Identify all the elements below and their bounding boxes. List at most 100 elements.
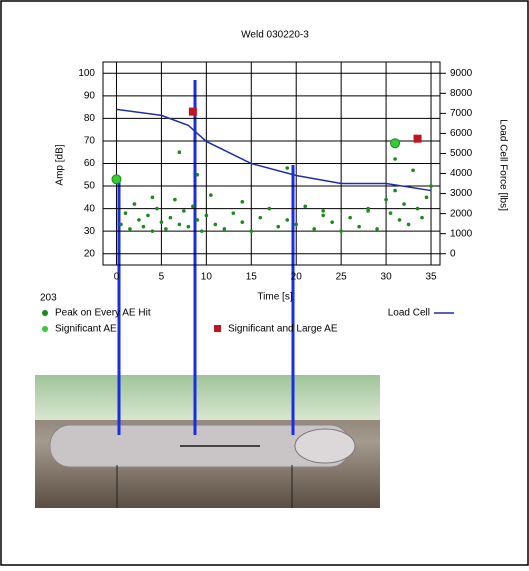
x-tick-label: 25 [336,272,348,283]
point [151,229,155,233]
point [339,229,343,233]
point [164,227,168,231]
x-tick-label: 30 [381,272,393,283]
point [178,150,182,154]
point [330,220,334,224]
chart-title: Weld 030220-3 [241,30,309,41]
y2-tick-label: 2000 [450,208,473,219]
point [240,220,244,224]
point [137,218,141,222]
point [285,166,289,170]
point [414,135,422,143]
x-axis-title: Time [s] [257,292,292,303]
x-tick-label: 5 [159,272,165,283]
point [205,214,209,218]
point [209,193,213,197]
point [249,229,253,233]
point [276,225,280,229]
point [416,207,420,211]
point [128,227,132,231]
y2-tick-label: 8000 [450,88,473,99]
point [411,168,415,172]
legend-label: Peak on Every AE Hit [55,308,151,319]
point [366,207,370,211]
point [119,223,123,227]
point [191,205,195,209]
weld-photo [35,375,380,508]
point [312,227,316,231]
point [393,189,397,193]
y-tick-label: 60 [84,158,96,169]
point [178,223,182,227]
y-tick-label: 90 [84,90,96,101]
x-tick-label: 15 [246,272,258,283]
y-axis-title: Amp [dB] [55,144,66,185]
x-tick-label: 20 [291,272,303,283]
point [348,216,352,220]
y-tick-label: 50 [84,181,96,192]
point [407,223,411,227]
point [146,214,150,218]
point [214,223,218,227]
point [187,225,191,229]
point [133,202,137,206]
point [182,209,186,213]
point [124,211,128,215]
legend-swatch [42,326,48,332]
y-tick-label: 100 [78,68,95,79]
point [169,216,173,220]
y2-tick-label: 3000 [450,188,473,199]
y2-tick-label: 1000 [450,228,473,239]
point [398,218,402,222]
y2-tick-label: 9000 [450,68,473,79]
point [232,211,236,215]
y2-tick-label: 7000 [450,108,473,119]
point [285,218,289,222]
point [189,108,197,116]
point [160,220,164,224]
point [196,173,200,177]
y-tick-label: 70 [84,136,96,147]
point [384,198,388,202]
legend-swatch [214,325,221,332]
x-tick-label: 0 [114,272,120,283]
point [267,207,271,211]
y-tick-label: 40 [84,203,96,214]
point [196,218,200,222]
point [142,225,146,229]
point [112,175,121,184]
chart: Weld 030220-3 203 Time [s] Amp [dB] Load… [0,0,529,566]
x-tick-label: 10 [201,272,213,283]
point [420,216,424,220]
point [402,202,406,206]
point [391,139,400,148]
y-tick-label: 20 [84,248,96,259]
y2-tick-label: 0 [450,248,456,259]
y-tick-label: 80 [84,113,96,124]
point [425,196,429,200]
x-tick-label: 35 [425,272,437,283]
point [223,227,227,231]
point [357,225,361,229]
point [155,207,159,211]
legend-label: Significant AE [55,324,117,335]
point [173,198,177,202]
y2-tick-label: 5000 [450,148,473,159]
y-tick-label: 30 [84,226,96,237]
y2-tick-label: 6000 [450,128,473,139]
page: {"chart_data": {"type": "scatter", "titl… [0,0,529,571]
point [393,157,397,161]
point [429,184,433,188]
legend-label: Significant and Large AE [228,324,338,335]
y2-axis-title: Load Cell Force [lbs] [497,119,508,211]
note: 203 [40,293,57,304]
point [240,200,244,204]
point [389,211,393,215]
point [258,216,262,220]
y2-tick-label: 4000 [450,168,473,179]
point [303,205,307,209]
point [200,229,204,233]
point [321,209,325,213]
point [321,214,325,218]
point [294,223,298,227]
